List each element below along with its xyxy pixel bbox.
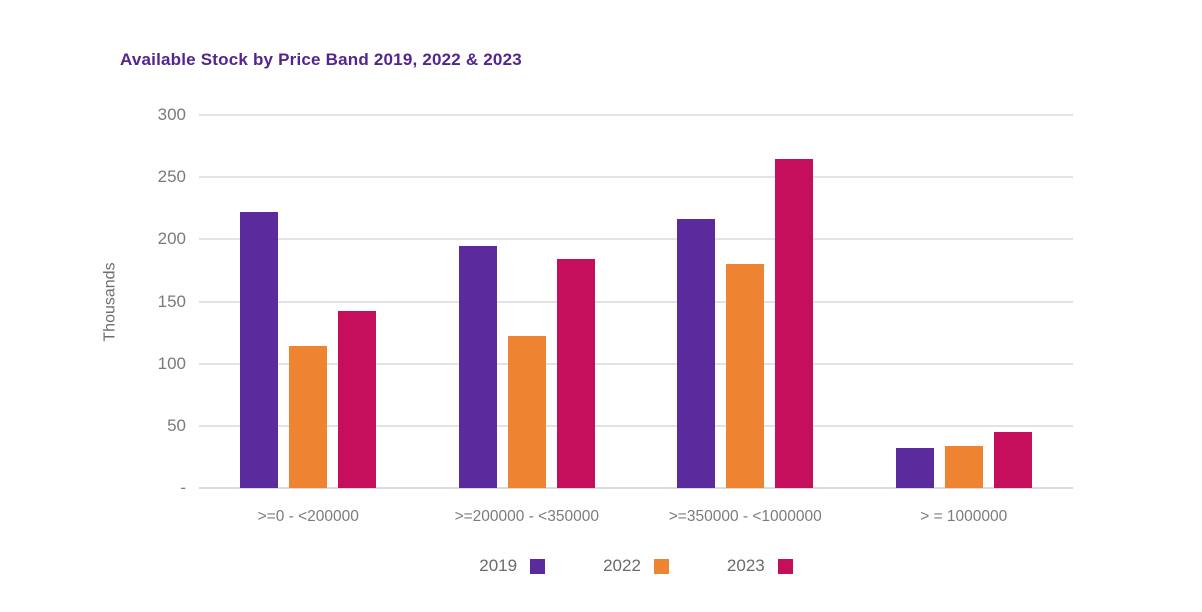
- bar-2019: [240, 211, 279, 488]
- bar-2022: [726, 264, 765, 488]
- bar-2022: [289, 346, 328, 488]
- x-axis-category-label: >=200000 - <350000: [454, 508, 599, 525]
- legend-entry-2023: 2023: [727, 556, 793, 576]
- x-axis-category-label: >=0 - <200000: [257, 508, 359, 525]
- bar-2019: [458, 245, 497, 488]
- x-axis-category-label: >=350000 - <1000000: [668, 508, 822, 525]
- y-tick-label: 300: [157, 105, 186, 124]
- legend: 2019 2022 2023: [199, 556, 1073, 576]
- bar-groups: [199, 115, 1073, 488]
- gridline: [199, 300, 1073, 303]
- y-axis-ticks: 300 250 200 150 100 50 -: [0, 105, 186, 497]
- bar-2022: [944, 445, 983, 488]
- gridline: [199, 424, 1073, 427]
- x-axis-labels: >=0 - <200000 >=200000 - <350000 >=350000 …: [199, 508, 1073, 526]
- legend-swatch-icon: [777, 558, 793, 574]
- chart-title: Available Stock by Price Band 2019, 2022…: [120, 50, 522, 69]
- x-axis-baseline: [199, 487, 1073, 489]
- y-tick-label: 200: [157, 229, 186, 249]
- legend-label: 2022: [603, 556, 641, 575]
- bar-2022: [507, 336, 546, 488]
- bar-2023: [338, 311, 377, 488]
- bar-group: [636, 115, 855, 488]
- bar-2023: [556, 259, 595, 488]
- legend-entry-2022: 2022: [603, 556, 669, 576]
- y-tick-label: 250: [157, 167, 186, 187]
- x-axis-category-label: > = 1000000: [920, 508, 1008, 525]
- plot-area: [199, 114, 1073, 489]
- legend-swatch-icon: [653, 558, 669, 574]
- gridline: [199, 362, 1073, 365]
- bar-2019: [895, 448, 934, 488]
- gridline: [199, 114, 1073, 116]
- legend-swatch-icon: [530, 558, 546, 574]
- y-tick-label: 50: [167, 415, 186, 435]
- bar-2019: [677, 219, 716, 488]
- bar-group: [199, 115, 418, 488]
- y-tick-label: 100: [157, 353, 186, 373]
- legend-entry-2019: 2019: [479, 556, 546, 576]
- legend-label: 2019: [479, 556, 518, 575]
- y-tick-label: 150: [157, 291, 186, 311]
- bar-group: [855, 115, 1074, 488]
- gridline: [199, 238, 1073, 241]
- bar-2023: [993, 432, 1032, 488]
- legend-label: 2023: [726, 556, 765, 575]
- bar-2023: [775, 158, 814, 488]
- y-tick-label: -: [180, 478, 186, 497]
- bar-group: [418, 115, 637, 488]
- gridline: [199, 176, 1073, 179]
